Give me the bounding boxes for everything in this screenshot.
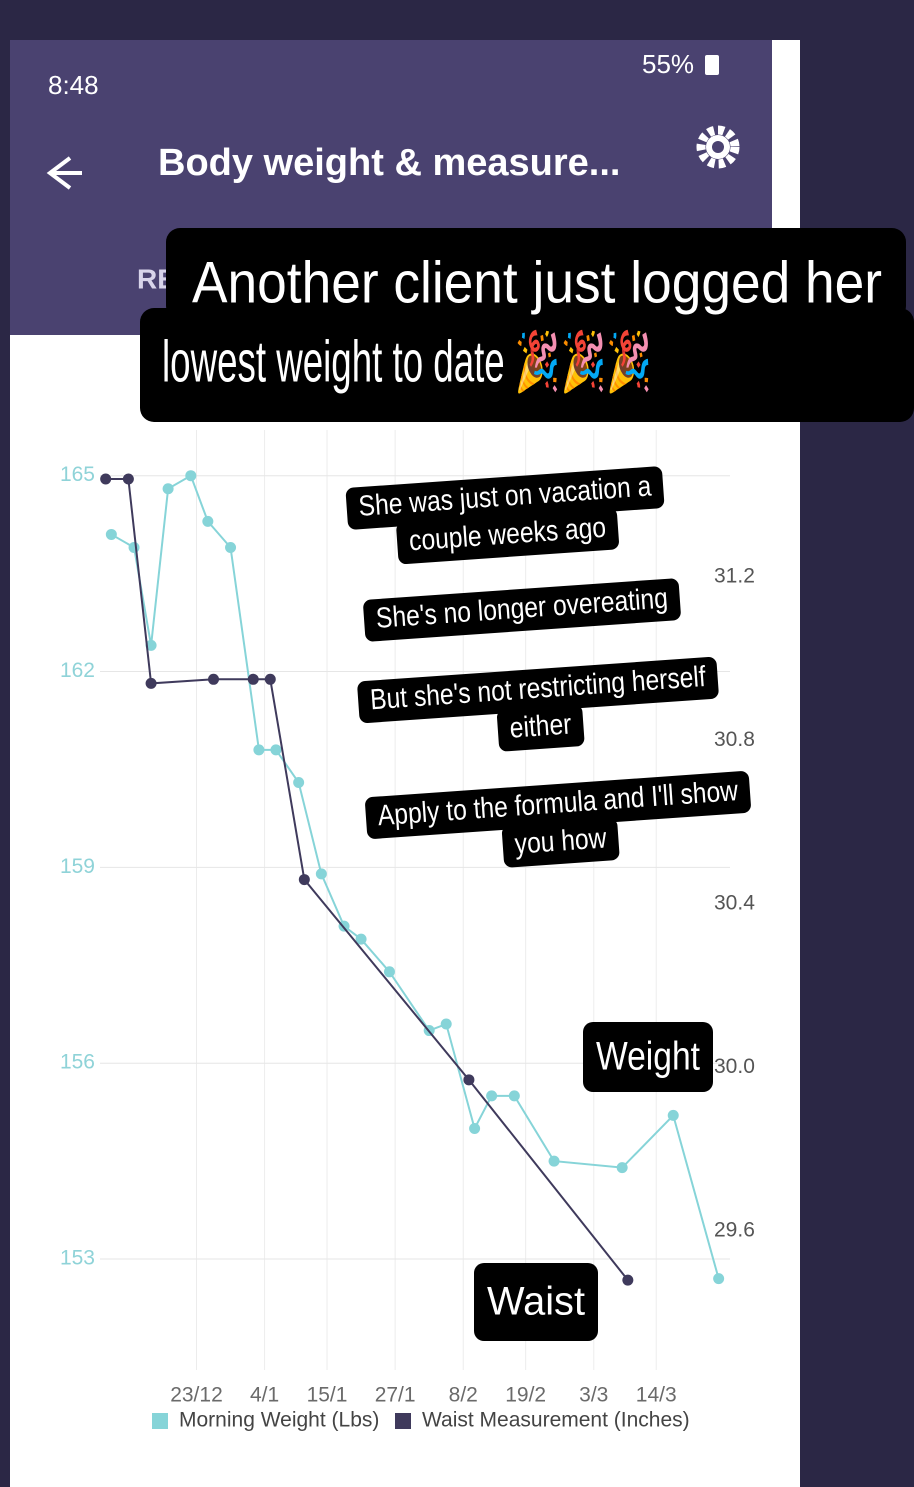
note-box [363, 578, 681, 642]
data-point [270, 744, 282, 756]
series-annotation-box [583, 1022, 713, 1092]
back-button[interactable] [46, 156, 82, 190]
data-point [298, 874, 310, 886]
legend-swatch [152, 1413, 168, 1429]
x-tick-label: 4/1 [250, 1384, 279, 1407]
data-point [202, 515, 214, 527]
y-tick-label: 165 [60, 463, 95, 486]
x-tick-label: 27/1 [375, 1384, 416, 1407]
x-tick-label: 23/12 [170, 1384, 223, 1407]
x-tick-label: 8/2 [449, 1384, 478, 1407]
note-box [365, 771, 751, 839]
data-point [293, 777, 305, 788]
app-title: Body weight & measure... [158, 142, 620, 184]
battery-icon [705, 55, 719, 75]
data-point [548, 1155, 560, 1167]
note-line: you how [514, 822, 608, 861]
y-tick-label: 153 [60, 1247, 95, 1270]
data-point [128, 542, 140, 553]
data-point [264, 673, 276, 685]
y-tick-label: 159 [60, 855, 95, 878]
legend-label: Waist Measurement (Inches) [422, 1409, 690, 1432]
data-point [162, 483, 174, 495]
data-point [622, 1274, 634, 1286]
data-point [122, 473, 134, 485]
status-time: 8:48 [48, 70, 99, 100]
data-point [616, 1162, 628, 1174]
note-box [345, 466, 665, 530]
data-point [247, 673, 259, 685]
gear[interactable] [696, 125, 740, 169]
note-box [357, 657, 719, 723]
data-point [463, 1074, 475, 1086]
story-overlay: Another client just logged her lowest wei… [140, 228, 914, 868]
chart: 23/12 4/1 15/1 27/1 8/2 19/2 3/3 14/3 153 156 159 1… [60, 430, 755, 1432]
data-point [667, 1109, 679, 1121]
series-annotation: Waist [487, 1280, 585, 1324]
data-point [355, 933, 367, 945]
x-tick-label: 15/1 [307, 1384, 348, 1407]
x-tick-label: 3/3 [579, 1384, 608, 1407]
legend-label: Morning Weight (Lbs) [179, 1409, 379, 1432]
note-line: either [509, 708, 573, 745]
data-point [713, 1273, 725, 1285]
note-box [501, 818, 620, 868]
y2-tick-label: 30.4 [714, 892, 755, 915]
data-point [508, 1090, 520, 1102]
data-point [145, 639, 157, 651]
y-tick-label: 162 [60, 659, 95, 682]
data-point [208, 673, 220, 685]
data-point [253, 744, 265, 756]
y2-tick-label: 30.0 [714, 1055, 755, 1078]
data-point [469, 1122, 481, 1134]
headline-box [166, 228, 906, 320]
y2-tick-label: 29.6 [714, 1219, 755, 1242]
data-point [100, 473, 112, 485]
x-tick-label: 19/2 [505, 1384, 546, 1407]
data-point [440, 1018, 452, 1030]
headline-line: lowest weight to date 🎉🎉🎉 [162, 328, 652, 396]
headline-line: Another client just logged her [192, 250, 882, 315]
series-annotation-box [474, 1263, 598, 1341]
data-point [486, 1090, 498, 1102]
data-point [225, 542, 237, 553]
settings-button[interactable] [696, 125, 740, 169]
status-battery: 55% [642, 49, 694, 79]
y2-tick-label: 31.2 [714, 565, 755, 588]
series-annotation: Weight [596, 1035, 700, 1079]
x-tick-label: 14/3 [636, 1384, 677, 1407]
data-point [105, 528, 117, 540]
data-point [383, 966, 395, 978]
data-point [185, 470, 197, 482]
y2-tick-label: 30.8 [714, 728, 755, 751]
y-tick-label: 156 [60, 1051, 95, 1074]
data-point [145, 677, 157, 689]
note-box [497, 704, 585, 752]
data-point [315, 868, 327, 880]
legend-swatch [395, 1413, 411, 1429]
gear-hole[interactable] [712, 141, 724, 153]
headline-box [140, 308, 914, 422]
